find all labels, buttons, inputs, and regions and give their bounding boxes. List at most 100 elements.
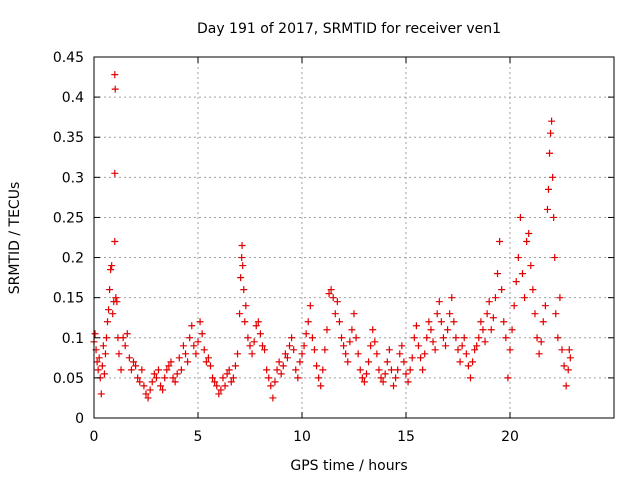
data-point <box>142 390 150 398</box>
data-point <box>491 294 499 302</box>
data-point <box>221 382 229 390</box>
data-point <box>215 390 223 398</box>
data-point <box>217 386 225 394</box>
data-point <box>182 350 190 358</box>
data-point <box>239 262 247 270</box>
data-point <box>283 354 291 362</box>
data-point <box>298 350 306 358</box>
data-point <box>358 374 366 382</box>
data-point <box>475 334 483 342</box>
y-tick-label: 0.25 <box>53 210 84 226</box>
x-tick-label: 15 <box>397 429 415 445</box>
data-point <box>184 358 192 366</box>
data-point <box>419 366 427 374</box>
x-axis-label: GPS time / hours <box>290 458 407 474</box>
data-point <box>258 342 266 350</box>
data-point <box>134 374 142 382</box>
data-point <box>352 334 360 342</box>
y-tick-label: 0.4 <box>62 90 84 106</box>
data-point <box>344 358 352 366</box>
data-point <box>292 366 300 374</box>
data-point <box>525 229 533 237</box>
data-point <box>471 346 479 354</box>
data-point <box>99 342 107 350</box>
data-point <box>396 350 404 358</box>
data-point <box>173 370 181 378</box>
data-point <box>402 370 410 378</box>
data-point <box>238 242 246 250</box>
data-point <box>333 298 341 306</box>
data-point <box>550 213 558 221</box>
data-point <box>150 370 158 378</box>
data-point <box>223 370 231 378</box>
y-tick-label: 0 <box>75 411 84 427</box>
data-point <box>241 318 249 326</box>
data-point <box>111 169 119 177</box>
data-point <box>338 334 346 342</box>
data-point <box>325 290 333 298</box>
data-point <box>95 354 103 362</box>
data-point <box>93 358 101 366</box>
data-point <box>313 362 321 370</box>
data-point <box>549 173 557 181</box>
data-point <box>102 334 110 342</box>
data-point <box>256 330 264 338</box>
data-point <box>209 374 217 382</box>
y-tick-label: 0.3 <box>62 170 84 186</box>
data-point <box>290 346 298 354</box>
data-point <box>535 350 543 358</box>
data-point <box>365 358 373 366</box>
data-point <box>196 318 204 326</box>
data-point <box>104 318 112 326</box>
data-point <box>117 366 125 374</box>
data-point <box>466 374 474 382</box>
data-point <box>225 366 233 374</box>
data-point <box>317 382 325 390</box>
y-tick-label: 0.15 <box>53 291 84 307</box>
data-point <box>448 294 456 302</box>
data-point <box>554 334 562 342</box>
data-point <box>171 378 179 386</box>
data-point <box>390 382 398 390</box>
data-point <box>512 278 520 286</box>
grid-layer <box>94 57 614 418</box>
data-point <box>394 366 402 374</box>
data-point <box>167 358 175 366</box>
data-point <box>350 310 358 318</box>
data-point <box>107 266 115 274</box>
data-point <box>477 318 485 326</box>
data-point <box>165 362 173 370</box>
data-point <box>329 294 337 302</box>
data-point <box>109 310 117 318</box>
data-point <box>190 342 198 350</box>
data-point <box>408 354 416 362</box>
data-point <box>234 350 242 358</box>
data-point <box>202 358 210 366</box>
data-point <box>321 346 329 354</box>
data-point <box>244 334 252 342</box>
ticks-layer: 0 0.05 0.1 0.15 0.2 0.25 0.3 0.35 0.4 0.45 0 5 10 15 2… <box>53 50 614 445</box>
data-point <box>331 310 339 318</box>
data-point <box>327 286 335 294</box>
data-point <box>458 342 466 350</box>
data-point <box>310 346 318 354</box>
data-point <box>504 374 512 382</box>
data-point <box>367 342 375 350</box>
data-point <box>369 326 377 334</box>
data-point <box>342 350 350 358</box>
data-point <box>263 366 271 374</box>
data-point <box>227 378 235 386</box>
data-point <box>489 314 497 322</box>
data-point <box>460 334 468 342</box>
data-point <box>188 322 196 330</box>
data-point <box>375 366 383 374</box>
data-point <box>108 262 116 270</box>
data-point <box>237 274 245 282</box>
data-point <box>288 334 296 342</box>
data-point <box>198 330 206 338</box>
data-point <box>105 306 113 314</box>
data-point <box>387 366 395 374</box>
data-point <box>356 366 364 374</box>
data-point <box>398 342 406 350</box>
